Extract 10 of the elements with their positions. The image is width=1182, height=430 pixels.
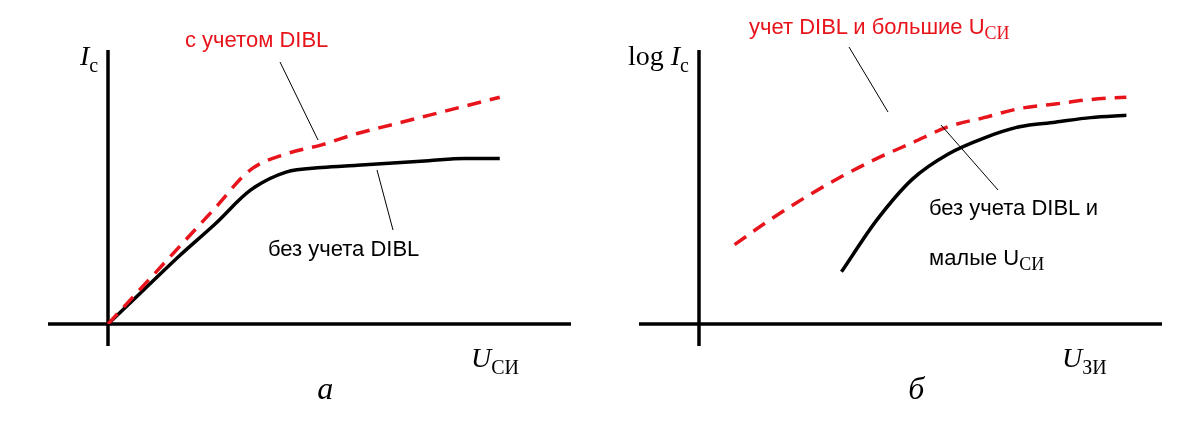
y-axis-title: I$_{c}$ xyxy=(80,40,99,76)
text: б xyxy=(908,370,925,407)
text: с учетом DIBL xyxy=(185,26,330,54)
text: а xyxy=(317,370,334,407)
annotation: без учета DIBL xyxy=(268,235,421,263)
text: учет DIBL и большие U$_{СИ}$ xyxy=(749,13,1011,46)
x-axis-title: U$_{ЗИ}$ xyxy=(1062,342,1107,378)
y-axis-title: log I$_{c}$ xyxy=(628,40,689,77)
annotation: без учета DIBL и малые U$_{СИ}$ xyxy=(929,194,1099,277)
x-axis-title: U$_{СИ}$ xyxy=(471,342,520,378)
